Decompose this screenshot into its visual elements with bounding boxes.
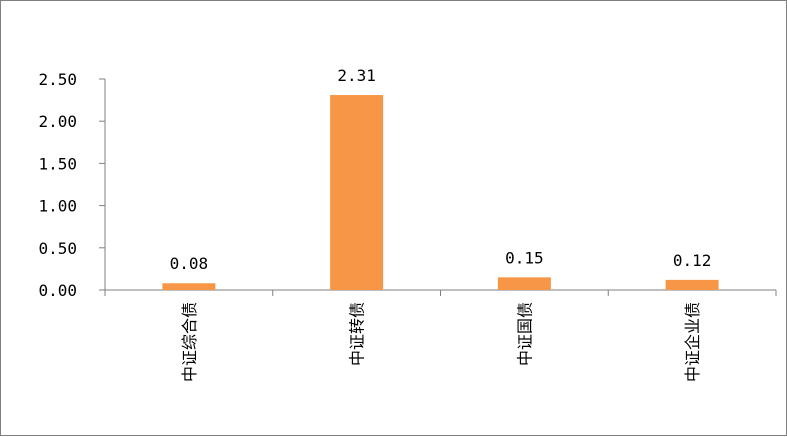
category-label: 中证企业债 <box>683 302 702 382</box>
y-axis-ticks: 0.00 0.50 1.00 1.50 2.00 2.50 <box>38 70 105 300</box>
bar <box>665 279 719 290</box>
category-label: 中证综合债 <box>180 302 199 382</box>
data-label: 2.31 <box>337 66 376 85</box>
y-tick-label: 2.00 <box>38 112 77 131</box>
y-tick-label: 0.50 <box>38 239 77 258</box>
data-label: 0.08 <box>170 254 209 273</box>
category-label: 中证国债 <box>515 302 534 366</box>
data-label: 0.12 <box>673 251 712 270</box>
y-tick-label: 2.50 <box>38 70 77 89</box>
bar <box>162 283 216 290</box>
bar <box>497 277 551 290</box>
y-tick-label: 0.00 <box>38 281 77 300</box>
category-labels-group: 中证综合债 中证转债 中证国债 中证企业债 <box>180 302 702 382</box>
x-axis-ticks <box>104 290 777 296</box>
y-tick-label: 1.00 <box>38 197 77 216</box>
category-label: 中证转债 <box>348 302 367 366</box>
y-tick-label: 1.50 <box>38 154 77 173</box>
data-label: 0.15 <box>505 248 544 267</box>
data-labels-group: 0.08 2.31 0.15 0.12 <box>170 66 712 273</box>
bars-group <box>162 95 719 290</box>
bar <box>330 95 384 290</box>
